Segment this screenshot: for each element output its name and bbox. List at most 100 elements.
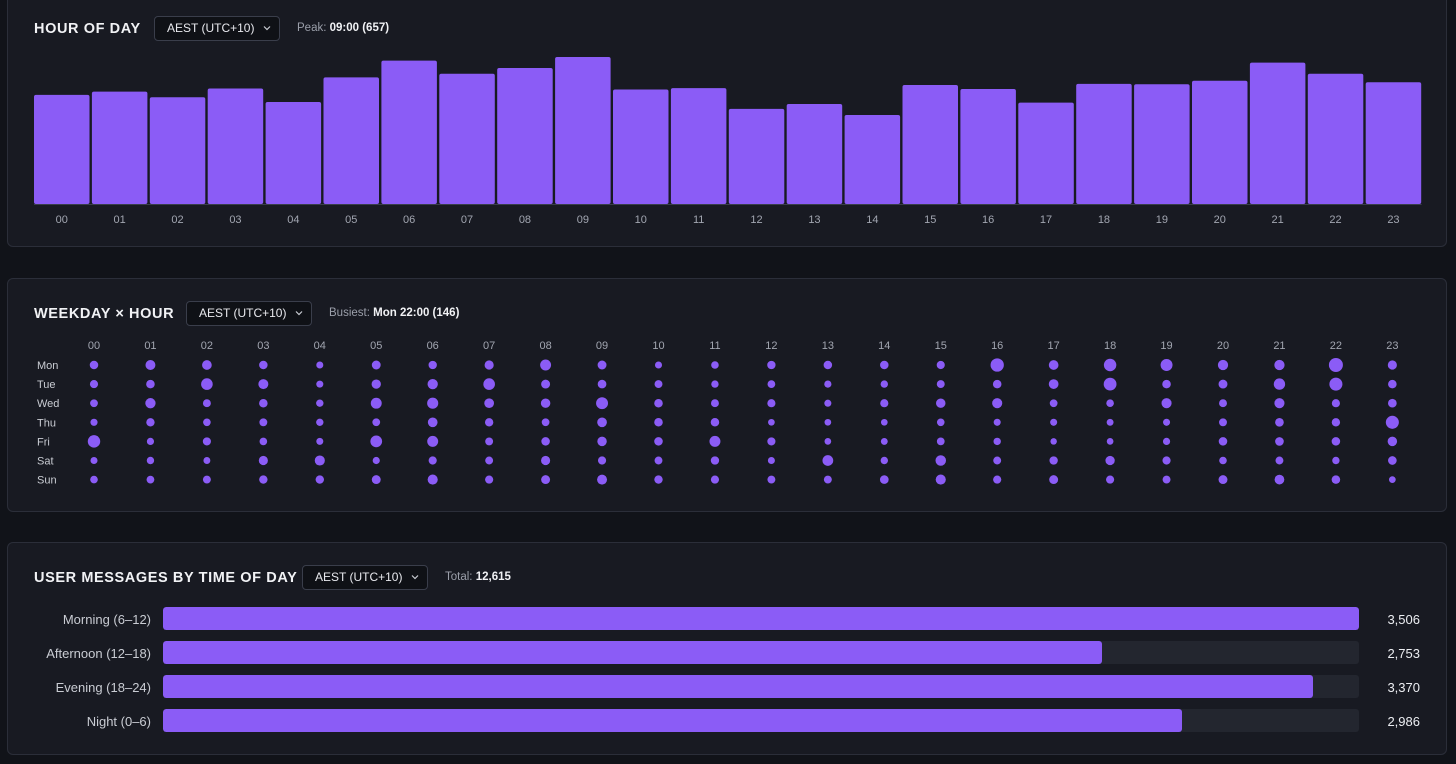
heat-dot-mon-02[interactable]: [202, 360, 212, 370]
heat-dot-wed-07[interactable]: [484, 398, 494, 409]
heat-dot-thu-23[interactable]: [1385, 415, 1399, 429]
heat-dot-wed-10[interactable]: [654, 398, 663, 408]
bar-22[interactable]: [1307, 73, 1364, 204]
heat-dot-mon-21[interactable]: [1274, 359, 1285, 371]
heat-dot-wed-17[interactable]: [1049, 399, 1058, 408]
heat-dot-tue-16[interactable]: [992, 379, 1002, 389]
heat-dot-thu-20[interactable]: [1219, 418, 1227, 427]
heat-dot-sat-07[interactable]: [485, 456, 494, 465]
heat-dot-fri-14[interactable]: [880, 437, 888, 445]
heat-dot-fri-00[interactable]: [87, 435, 101, 448]
heat-dot-tue-01[interactable]: [146, 379, 155, 389]
bar-12[interactable]: [728, 108, 785, 204]
heat-dot-sat-13[interactable]: [822, 455, 834, 466]
heat-dot-sat-05[interactable]: [372, 456, 380, 465]
heat-dot-wed-23[interactable]: [1388, 398, 1397, 408]
heat-dot-tue-15[interactable]: [936, 380, 945, 389]
heat-dot-fri-06[interactable]: [427, 435, 439, 447]
heat-dot-mon-23[interactable]: [1387, 360, 1397, 370]
heat-dot-mon-07[interactable]: [484, 360, 494, 370]
heat-dot-mon-16[interactable]: [990, 358, 1004, 372]
bar-11[interactable]: [670, 88, 727, 204]
heat-dot-thu-18[interactable]: [1106, 418, 1114, 426]
heat-dot-mon-08[interactable]: [540, 359, 552, 371]
heat-dot-sat-14[interactable]: [880, 456, 888, 465]
heat-dot-sat-00[interactable]: [90, 456, 98, 465]
heat-dot-fri-18[interactable]: [1106, 438, 1114, 445]
heat-dot-thu-13[interactable]: [824, 418, 832, 426]
heat-dot-sat-17[interactable]: [1049, 456, 1058, 465]
bar-13[interactable]: [786, 103, 843, 204]
bar-17[interactable]: [1018, 102, 1074, 204]
bar-01[interactable]: [91, 91, 148, 204]
heat-dot-tue-00[interactable]: [89, 380, 99, 389]
heat-dot-sun-04[interactable]: [315, 475, 324, 484]
heat-dot-wed-00[interactable]: [90, 399, 98, 408]
heat-dot-mon-11[interactable]: [711, 361, 719, 369]
heat-dot-tue-07[interactable]: [483, 378, 495, 390]
heat-dot-fri-16[interactable]: [993, 437, 1001, 446]
heat-dot-fri-03[interactable]: [259, 437, 268, 446]
heat-dot-thu-12[interactable]: [768, 418, 775, 426]
heat-dot-thu-19[interactable]: [1163, 418, 1171, 426]
heat-dot-fri-07[interactable]: [485, 437, 494, 446]
heat-dot-fri-01[interactable]: [146, 437, 155, 445]
heat-dot-mon-03[interactable]: [259, 360, 268, 370]
heat-dot-thu-22[interactable]: [1331, 418, 1341, 427]
heat-dot-wed-08[interactable]: [540, 398, 551, 408]
heat-dot-thu-16[interactable]: [993, 418, 1001, 426]
heat-dot-fri-23[interactable]: [1387, 436, 1398, 447]
heat-dot-sun-10[interactable]: [654, 475, 663, 484]
heat-dot-mon-22[interactable]: [1328, 358, 1343, 372]
bar-19[interactable]: [1134, 84, 1190, 204]
heat-dot-fri-11[interactable]: [709, 435, 721, 447]
heat-dot-sat-20[interactable]: [1219, 456, 1227, 465]
heat-dot-thu-08[interactable]: [541, 418, 550, 427]
heat-dot-thu-09[interactable]: [597, 417, 607, 428]
heat-dot-sun-02[interactable]: [202, 475, 211, 484]
heat-dot-fri-21[interactable]: [1275, 437, 1284, 446]
heat-dot-sun-23[interactable]: [1389, 476, 1396, 483]
heat-dot-wed-16[interactable]: [992, 398, 1003, 409]
heat-dot-fri-02[interactable]: [202, 437, 211, 446]
weekday-timezone-select[interactable]: AEST (UTC+10): [186, 301, 312, 326]
heat-dot-tue-20[interactable]: [1218, 379, 1228, 389]
heat-dot-wed-15[interactable]: [936, 398, 946, 408]
heat-dot-sat-06[interactable]: [428, 456, 437, 465]
heat-dot-mon-00[interactable]: [89, 360, 99, 370]
heat-dot-wed-18[interactable]: [1106, 399, 1114, 407]
heat-dot-tue-11[interactable]: [711, 380, 719, 388]
heat-dot-wed-13[interactable]: [824, 399, 832, 407]
heat-dot-sat-15[interactable]: [935, 455, 947, 466]
bar-00[interactable]: [34, 94, 90, 204]
heat-dot-thu-01[interactable]: [146, 418, 155, 427]
heat-dot-fri-04[interactable]: [316, 437, 324, 445]
heat-dot-thu-15[interactable]: [936, 418, 945, 427]
heat-dot-sun-16[interactable]: [993, 475, 1002, 484]
heat-dot-tue-19[interactable]: [1162, 379, 1171, 389]
heat-dot-tue-12[interactable]: [767, 380, 776, 388]
heat-dot-mon-15[interactable]: [936, 360, 945, 370]
heat-dot-mon-20[interactable]: [1217, 359, 1229, 371]
heat-dot-tue-14[interactable]: [880, 380, 888, 388]
heat-dot-fri-05[interactable]: [370, 435, 383, 448]
heat-dot-sun-15[interactable]: [935, 474, 946, 485]
heat-dot-sat-01[interactable]: [146, 456, 155, 465]
heat-dot-sun-05[interactable]: [371, 475, 381, 485]
heat-dot-sun-07[interactable]: [485, 475, 494, 484]
bar-03[interactable]: [207, 88, 264, 204]
heat-dot-fri-09[interactable]: [597, 436, 607, 447]
heat-dot-fri-08[interactable]: [541, 437, 550, 446]
heat-dot-fri-20[interactable]: [1218, 437, 1228, 446]
heat-dot-sat-08[interactable]: [541, 455, 551, 466]
heat-dot-tue-04[interactable]: [316, 380, 324, 388]
heat-dot-sat-10[interactable]: [654, 456, 663, 465]
heat-dot-sun-08[interactable]: [541, 475, 551, 485]
heat-dot-wed-20[interactable]: [1219, 399, 1227, 408]
heat-dot-tue-21[interactable]: [1273, 378, 1286, 390]
heat-dot-mon-14[interactable]: [880, 360, 889, 370]
heat-dot-sun-03[interactable]: [259, 475, 268, 484]
bar-02[interactable]: [149, 97, 206, 204]
heat-dot-fri-10[interactable]: [654, 437, 663, 446]
heat-dot-thu-06[interactable]: [427, 417, 438, 428]
